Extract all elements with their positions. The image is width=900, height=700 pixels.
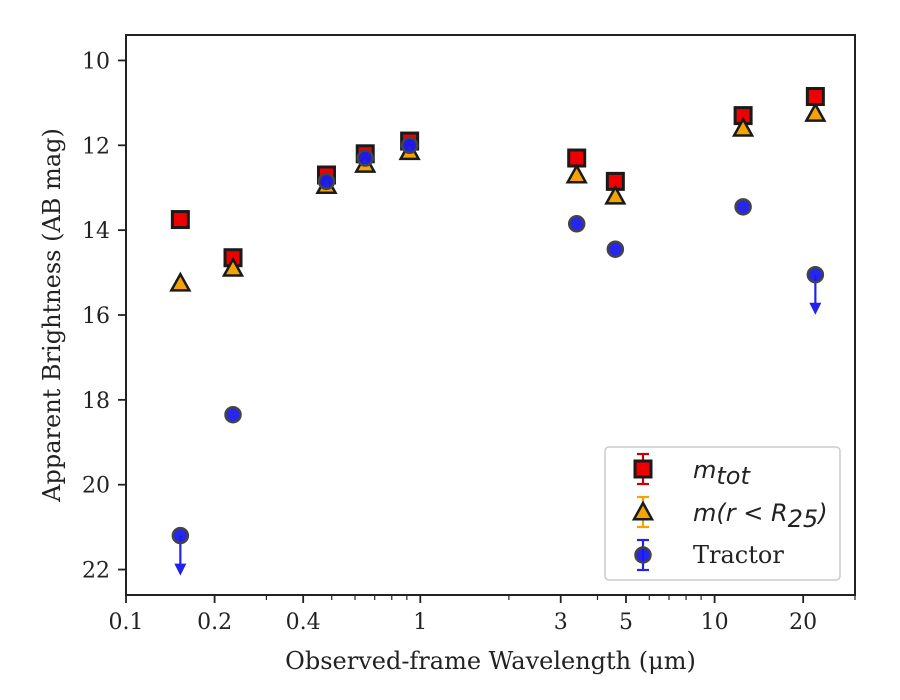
x-tick-label: 0.1: [109, 610, 144, 635]
data-point: [224, 405, 242, 424]
x-tick-label: 1: [413, 610, 427, 635]
y-tick-label: 12: [82, 134, 110, 159]
data-point: [734, 198, 752, 216]
chart-marks: [169, 87, 827, 576]
data-point: [171, 526, 190, 545]
data-point: [317, 172, 336, 191]
upper-limit-arrowhead: [809, 302, 822, 315]
data-point: [170, 210, 190, 230]
x-tick-label: 5: [619, 610, 633, 635]
data-point: [169, 271, 192, 292]
legend-label-tractor: Tractor: [693, 541, 784, 569]
x-axis-title: Observed-frame Wavelength (μm): [285, 647, 696, 675]
chart-axes: 0.1 0.2 0.4 1 3 5 10 20 10 12 14 16 18 20 22: [82, 49, 856, 635]
legend-markers: [631, 452, 655, 572]
y-tick-label: 10: [82, 49, 110, 74]
x-tick-label: 3: [554, 610, 568, 635]
data-point: [567, 215, 586, 233]
data-point: [221, 256, 245, 277]
x-tick-label: 0.2: [197, 610, 232, 635]
plot-frame: [125, 34, 856, 596]
x-tick-label: 10: [701, 610, 729, 635]
y-tick-label: 14: [82, 219, 110, 244]
y-tick-label: 22: [82, 559, 110, 584]
data-point: [356, 149, 374, 167]
data-point: [804, 101, 827, 122]
upper-limit-arrowhead: [174, 563, 187, 576]
data-point: [606, 240, 625, 258]
data-point: [400, 136, 419, 155]
legend-box: [604, 446, 841, 581]
x-tick-label: 20: [789, 610, 817, 635]
series-circle: [171, 136, 825, 576]
legend-label-mtot: mtot: [693, 456, 751, 490]
legend-marker-triangle: [631, 500, 655, 521]
data-point: [604, 184, 627, 205]
legend-marker-square: [633, 459, 653, 479]
data-point: [565, 163, 588, 184]
legend-label-mr25: m(r < R25): [693, 499, 828, 533]
y-tick-label: 20: [82, 474, 110, 499]
legend: mtot m(r < R25) Tractor: [604, 446, 841, 581]
data-point: [806, 265, 825, 284]
x-tick-label: 0.4: [286, 610, 321, 635]
legend-marker-circle: [634, 546, 652, 564]
data-point: [731, 116, 755, 137]
y-axis-title: Apparent Brightness (AB mag): [38, 128, 66, 503]
y-tick-label: 18: [82, 389, 110, 414]
y-tick-label: 16: [82, 304, 110, 329]
